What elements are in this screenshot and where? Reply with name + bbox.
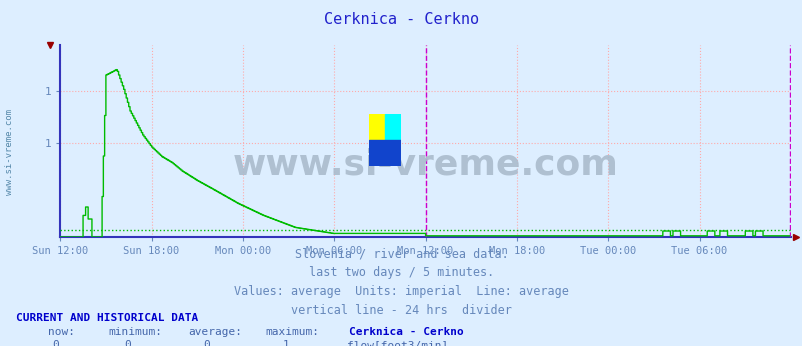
Polygon shape [385,114,401,140]
Text: 1: 1 [282,340,289,346]
Text: Cerknica - Cerkno: Cerknica - Cerkno [349,327,464,337]
Text: www.si-vreme.com: www.si-vreme.com [5,109,14,195]
Text: Slovenia / river and sea data.: Slovenia / river and sea data. [294,247,508,261]
Text: Cerknica - Cerkno: Cerknica - Cerkno [323,12,479,27]
Text: 0: 0 [124,340,131,346]
Bar [369,140,401,166]
Text: now:: now: [48,327,75,337]
Polygon shape [369,114,385,140]
Text: minimum:: minimum: [108,327,162,337]
Text: average:: average: [188,327,242,337]
Text: www.si-vreme.com: www.si-vreme.com [233,147,618,181]
Text: CURRENT AND HISTORICAL DATA: CURRENT AND HISTORICAL DATA [16,313,198,323]
Text: 0: 0 [52,340,59,346]
Text: vertical line - 24 hrs  divider: vertical line - 24 hrs divider [290,304,512,318]
Text: Values: average  Units: imperial  Line: average: Values: average Units: imperial Line: av… [233,285,569,299]
Text: maximum:: maximum: [265,327,318,337]
Text: last two days / 5 minutes.: last two days / 5 minutes. [309,266,493,280]
Text: 0: 0 [203,340,209,346]
Text: flow[foot3/min]: flow[foot3/min] [346,340,448,346]
